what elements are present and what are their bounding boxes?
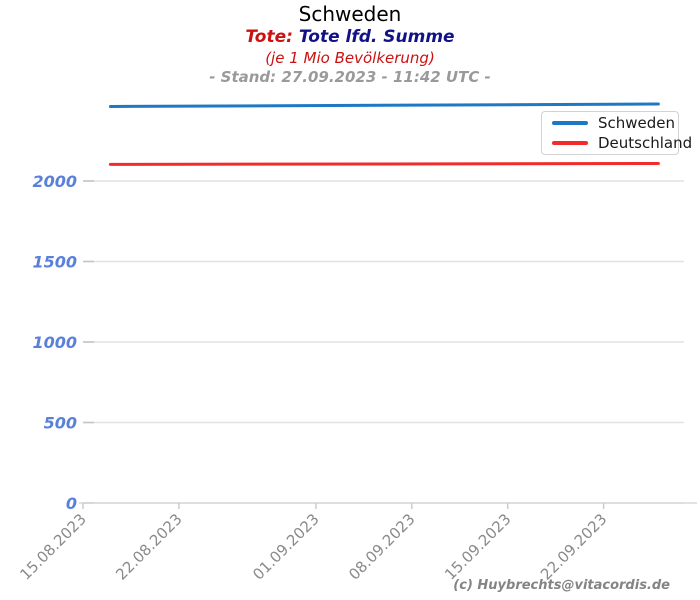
x-tick-label: 15.08.2023 — [16, 510, 89, 583]
metric-subtitle: Tote: Tote lfd. Summe — [0, 27, 700, 47]
y-tick-label: 2000 — [32, 172, 77, 191]
x-tick-label: 01.09.2023 — [249, 510, 322, 583]
y-tick-label: 1000 — [32, 333, 77, 352]
legend-item-schweden: Schweden — [542, 113, 678, 132]
x-tick-label: 22.09.2023 — [537, 510, 610, 583]
series-line-deutschland — [108, 161, 660, 166]
x-tick-label: 15.09.2023 — [441, 510, 514, 583]
x-tick-label: 22.08.2023 — [112, 510, 185, 583]
series-line-schweden — [108, 102, 660, 108]
unit-note: (je 1 Mio Bevölkerung) — [265, 49, 435, 67]
legend-label-deutschland: Deutschland — [598, 133, 693, 152]
y-tick-label: 0 — [66, 494, 77, 513]
metric-value: Tote lfd. Summe — [292, 27, 455, 47]
chart-legend: Schweden Deutschland — [541, 111, 692, 155]
legend-label-schweden: Schweden — [598, 113, 676, 132]
deutschland-line-swatch — [552, 141, 588, 145]
status-line: - Stand: 27.09.2023 - 11:42 UTC - — [209, 68, 491, 86]
y-tick-label: 500 — [44, 414, 77, 433]
schweden-line-swatch — [552, 121, 588, 125]
page-title: Schweden — [298, 2, 402, 26]
y-tick-label: 1500 — [32, 253, 77, 272]
x-tick-label: 08.09.2023 — [345, 510, 418, 583]
metric-label: Tote: — [245, 27, 293, 47]
legend-item-deutschland: Deutschland — [542, 135, 692, 151]
copyright-credit: (c) Huybrechts@vitacordis.de — [453, 578, 670, 593]
